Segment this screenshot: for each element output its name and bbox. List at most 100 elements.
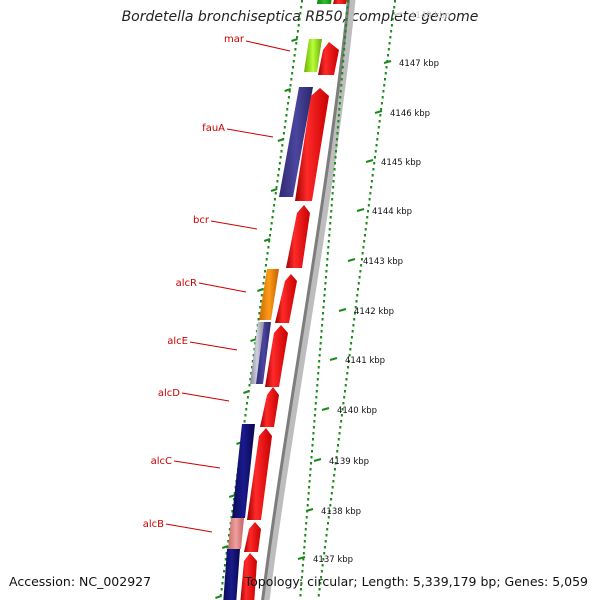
outer-dotted-track-dot — [343, 48, 346, 51]
track-dash-marker — [250, 338, 257, 342]
scale-dotted-track-dot — [393, 6, 396, 9]
scale-dotted-track-dot — [387, 48, 390, 51]
inner-dotted-track-dot — [274, 192, 277, 195]
scale-dotted-track-dot — [354, 306, 357, 309]
scale-tick-label: 4141 kbp — [345, 356, 385, 366]
scale-tick-label: 4142 kbp — [354, 307, 394, 317]
scale-dotted-track-dot — [323, 552, 326, 555]
scale-dotted-track-dot — [337, 444, 340, 447]
inner-dotted-track-dot — [220, 588, 223, 591]
scale-dotted-track-dot — [357, 282, 360, 285]
scale-dotted-track-dot — [343, 390, 346, 393]
scale-dotted-track-dot — [371, 174, 374, 177]
outer-dotted-track-dot — [311, 438, 314, 441]
scale-dotted-track-dot — [358, 276, 361, 279]
outer-dotted-track-dot — [345, 24, 348, 27]
scale-dotted-track-dot — [339, 426, 342, 429]
scale-dotted-track-dot — [324, 540, 327, 543]
left-track-dashes — [215, 38, 298, 599]
outer-dotted-track-dot — [334, 162, 337, 165]
scale-dotted-track-dot — [347, 360, 350, 363]
inner-dotted-track-dot — [228, 528, 231, 531]
scale-dotted-track-dot — [320, 576, 323, 579]
scale-dotted-track-dot — [340, 414, 343, 417]
scale-dotted-track-dot — [338, 432, 341, 435]
scale-tick-label: 4137 kbp — [313, 555, 353, 565]
scale-tick-mark — [347, 258, 356, 262]
gene-block-fauA — [279, 87, 313, 197]
scale-dotted-track-dot — [347, 366, 350, 369]
scale-dotted-track-dot — [319, 582, 322, 585]
gene-label-alcD[interactable]: alcD — [158, 388, 180, 399]
inner-dotted-track-dot — [289, 84, 292, 87]
scale-tick-mark — [321, 407, 330, 411]
inner-dotted-track-dot — [223, 570, 226, 573]
inner-dotted-track-dot — [291, 72, 294, 75]
scale-dotted-track-dot — [363, 234, 366, 237]
inner-dotted-track-dot — [288, 90, 291, 93]
gene-label-leader-bcr — [210, 220, 258, 230]
track-dash-marker — [263, 238, 271, 242]
inner-dotted-track-dot — [224, 558, 227, 561]
gene-block-alcE — [256, 322, 271, 384]
scale-dotted-track-dot — [348, 354, 351, 357]
gene-label-alcR[interactable]: alcR — [176, 278, 197, 289]
outer-dotted-track-dot — [321, 324, 324, 327]
gene-arrow-bottom — [240, 553, 257, 600]
scale-dotted-track-dot — [337, 438, 340, 441]
scale-dotted-track-dot — [345, 378, 348, 381]
gene-label-alcC[interactable]: alcC — [151, 456, 172, 467]
gene-label-mar[interactable]: mar — [224, 34, 245, 45]
outer-dotted-track-dot — [314, 408, 317, 411]
scale-tick-label: 4140 kbp — [337, 406, 377, 416]
outer-dotted-track-dot — [322, 312, 325, 315]
scale-dotted-track-dot — [378, 120, 381, 123]
inner-dotted-track-dot — [301, 0, 303, 3]
scale-dotted-track-dot — [363, 240, 366, 243]
outer-dotted-track-dot — [332, 180, 335, 183]
inner-dotted-track-dot — [250, 372, 253, 375]
outer-dotted-track-dot — [310, 456, 313, 459]
inner-dotted-track-dot — [273, 204, 276, 207]
inner-dotted-track-dot — [285, 114, 288, 117]
gene-label-fauA[interactable]: fauA — [202, 123, 225, 134]
inner-dotted-track-dot — [298, 18, 301, 21]
gene-arrow-fauA — [295, 88, 329, 201]
scale-tick-mark — [356, 208, 365, 212]
track-dash-marker — [291, 38, 298, 42]
outer-dotted-track-dot — [334, 156, 337, 159]
outer-dotted-track-dot — [346, 6, 349, 9]
outer-dotted-track-dot — [320, 330, 323, 333]
scale-dotted-track-dot — [353, 312, 356, 315]
outer-dotted-track-dot — [303, 540, 306, 543]
scale-dotted-track-dot — [325, 534, 328, 537]
outer-dotted-track-dot — [331, 198, 334, 201]
outer-dotted-track-dot — [317, 372, 320, 375]
outer-dotted-track-dot — [323, 300, 325, 303]
inner-dotted-track-dot — [223, 564, 226, 567]
inner-dotted-track-dot — [294, 48, 297, 51]
outer-dotted-track-dot — [328, 228, 331, 231]
gene-label-alcE[interactable]: alcE — [167, 336, 188, 347]
gene-label-alcB[interactable]: alcB — [143, 519, 164, 530]
inner-dotted-track-dot — [258, 312, 261, 315]
scale-dotted-track-dot — [328, 510, 331, 513]
outer-dotted-track-dot — [345, 18, 348, 21]
inner-dotted-track-dot — [265, 258, 268, 261]
inner-dotted-track-dot — [222, 576, 225, 579]
scale-dotted-track-dot — [368, 198, 371, 201]
scale-dotted-track-dot — [330, 492, 333, 495]
outer-dotted-track-dot — [329, 216, 332, 219]
gene-block-alcC — [232, 424, 255, 518]
inner-dotted-track-dot — [262, 282, 265, 285]
scale-dotted-track-dot — [367, 204, 370, 207]
gene-arrow-alcR — [275, 274, 297, 323]
scale-tick-mark — [297, 556, 306, 560]
scale-dotted-track-dot — [355, 300, 358, 303]
gene-label-bcr[interactable]: bcr — [193, 215, 210, 226]
gene-arrow-alcD — [260, 387, 279, 427]
outer-dotted-track-dot — [338, 108, 341, 111]
gene-label-leader-alcB — [165, 523, 213, 533]
scale-dotted-track-dot — [360, 264, 363, 267]
outer-dotted-track-dot — [314, 402, 317, 405]
